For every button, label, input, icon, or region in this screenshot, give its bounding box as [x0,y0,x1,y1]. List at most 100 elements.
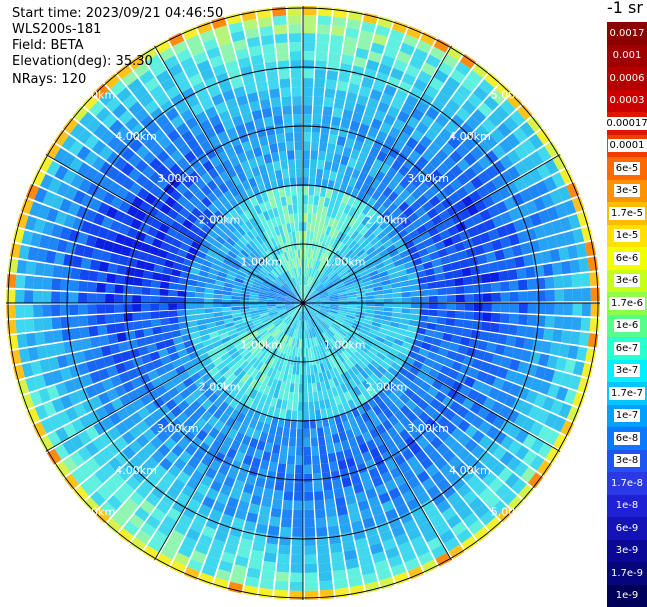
range-gate [236,471,248,483]
range-gate [398,482,411,495]
range-gate [360,369,370,380]
range-gate [267,405,275,416]
range-gate [204,298,214,303]
range-gate [389,29,405,42]
range-gate [488,332,499,343]
range-gate [544,159,559,175]
range-gate [473,293,483,302]
range-gate [303,240,306,250]
range-gate [137,251,149,262]
range-gate [263,240,272,251]
range-gate [297,419,303,429]
range-gate [360,182,370,194]
range-gate [490,128,505,144]
range-gate [295,455,303,465]
range-gate [94,468,109,484]
range-gate [500,303,510,313]
range-gate [536,303,546,315]
range-gate [88,325,99,337]
range-gate [498,405,512,419]
range-gate [312,204,318,214]
range-gate [367,534,381,546]
range-gate [173,522,189,536]
range-gate [326,207,333,218]
range-gate [411,463,425,476]
range-gate [418,551,434,566]
range-gate [129,248,140,259]
range-gate [195,165,207,178]
range-gate [233,354,243,364]
range-gate [34,374,47,390]
range-gate [312,337,317,347]
range-gate [210,335,221,344]
range-gate [144,77,160,92]
range-gate [350,230,360,240]
range-gate [100,345,112,357]
range-gate [334,319,344,326]
range-gate [218,194,229,206]
range-gate [138,345,149,356]
range-gate [342,401,351,412]
colorbar-tick-label: 0.00017 [604,116,647,130]
azimuth-spoke [154,45,304,304]
range-gate [315,51,328,62]
range-gate [89,336,101,348]
range-gate [479,232,491,244]
range-gate [239,393,249,405]
range-gate [416,370,428,381]
range-gate [320,305,330,309]
colorbar-step: 0.0017 [607,22,647,45]
range-gate [249,389,259,400]
range-gate [387,392,399,403]
range-gate [271,283,281,290]
range-gate [258,223,266,233]
range-gate [229,387,240,398]
range-gate [248,330,258,338]
range-gate [260,98,271,110]
range-gate [412,376,424,387]
range-gate [330,348,338,358]
range-gate [304,545,317,555]
range-gate [308,392,314,402]
range-gate [443,357,455,368]
range-gate [418,348,429,358]
range-gate [482,471,497,487]
range-gate [336,375,344,385]
range-gate [459,336,471,347]
range-gate [440,255,451,265]
range-gate [290,419,297,429]
range-gate [217,151,229,163]
range-gate [386,167,398,179]
range-gate [106,151,121,166]
range-gate [146,343,158,354]
range-gate [366,208,377,219]
range-gate [330,301,339,303]
range-gate [205,317,215,324]
range-gate [499,451,515,466]
range-gate [231,292,241,297]
range-gate [187,498,201,512]
range-gate [114,284,124,294]
range-gate [291,545,303,555]
range-gate [196,347,207,357]
range-gate [314,260,319,270]
range-gate [116,466,132,482]
range-gate [412,235,423,246]
range-gate [569,331,581,345]
range-gate [467,70,483,86]
range-gate [241,180,251,191]
range-gate [537,459,553,477]
range-gate [319,262,326,272]
range-gate [371,383,382,394]
range-gate [277,322,285,330]
range-gate [57,410,71,426]
range-gate [543,328,554,341]
range-gate [285,316,292,324]
range-gate [202,496,216,509]
range-gate [69,140,84,156]
range-gate [259,289,269,294]
range-gate [289,308,297,315]
range-gate [303,303,306,312]
range-gate [320,298,330,301]
range-gate [286,223,292,233]
